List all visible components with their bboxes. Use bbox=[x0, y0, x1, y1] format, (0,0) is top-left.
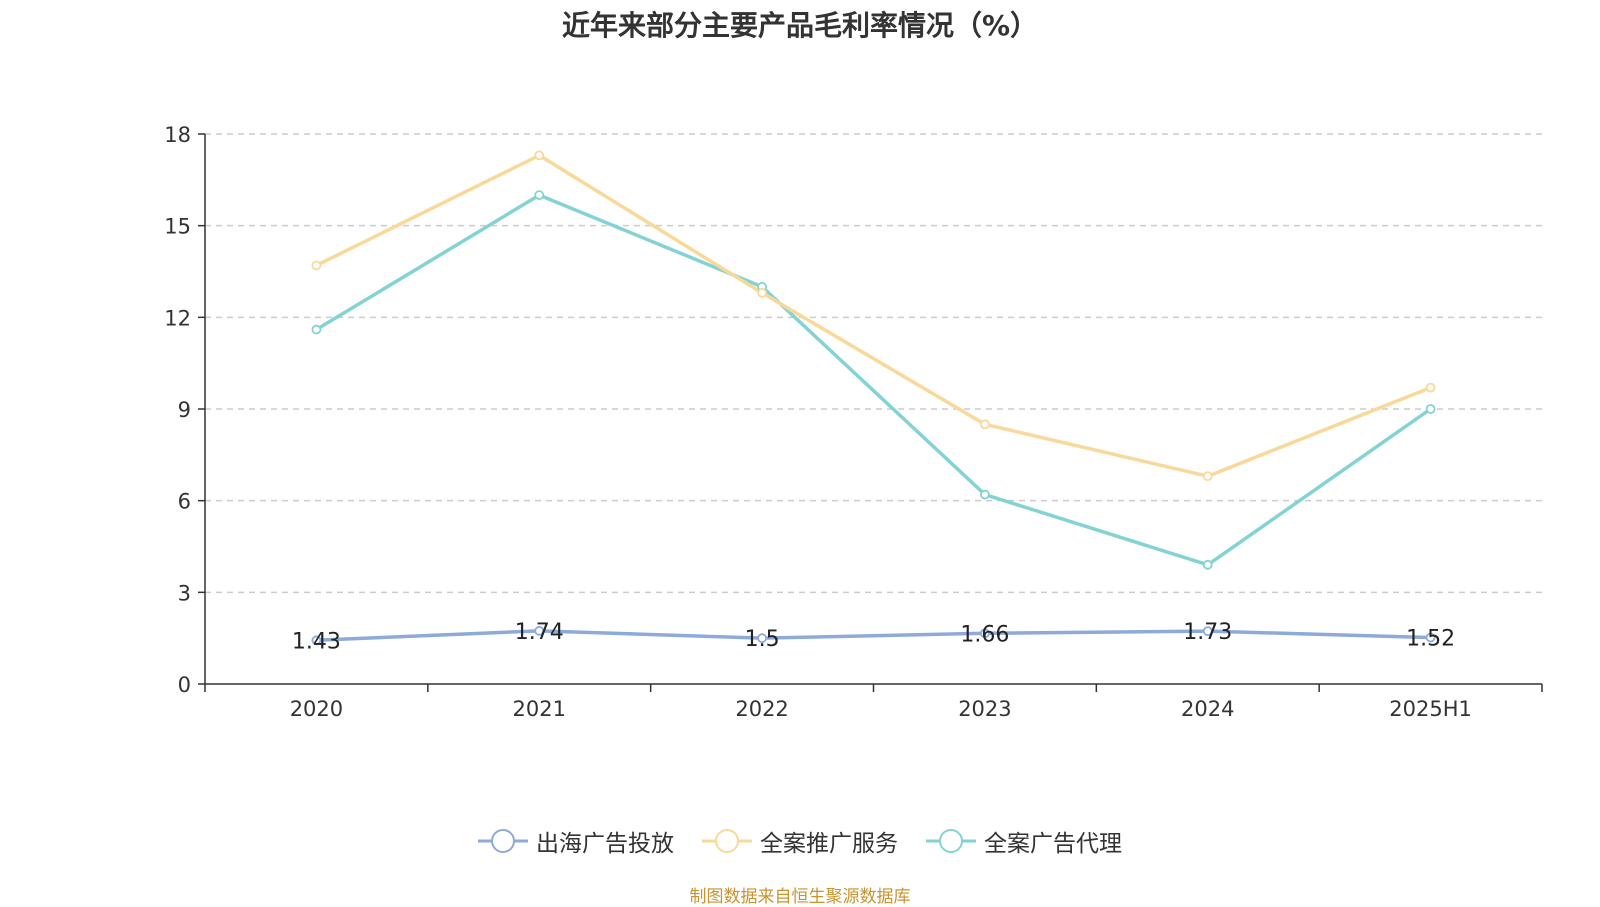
y-tick-label: 18 bbox=[164, 123, 191, 147]
series-line bbox=[315, 153, 1432, 478]
legend: 出海广告投放 全案推广服务 全案广告代理 bbox=[0, 824, 1600, 858]
data-point bbox=[980, 419, 990, 430]
data-point bbox=[1202, 471, 1213, 482]
data-point bbox=[534, 625, 545, 636]
data-point bbox=[757, 633, 767, 644]
data-label: 1.66 bbox=[960, 622, 1009, 647]
y-tick-label: 0 bbox=[178, 673, 191, 697]
data-point bbox=[1202, 626, 1213, 637]
data-point bbox=[1425, 404, 1436, 414]
x-tick-label: 2023 bbox=[958, 697, 1011, 721]
source-note: 制图数据来自恒生聚源数据库 bbox=[689, 887, 911, 907]
data-point bbox=[1202, 559, 1213, 570]
legend-swatch-marker bbox=[939, 829, 963, 853]
legend-swatch-icon bbox=[702, 829, 752, 853]
data-point bbox=[980, 628, 990, 639]
legend-label: 出海广告投放 bbox=[536, 831, 674, 857]
data-point bbox=[757, 287, 767, 298]
line-chart: 0 3 6 9 12 15 18 2020 2021 2022 2023 2024 2025H1 1.4… bbox=[164, 123, 1543, 721]
y-tick-label: 3 bbox=[178, 581, 191, 605]
series-line bbox=[316, 629, 1431, 643]
data-point bbox=[534, 190, 545, 201]
data-label: 1.73 bbox=[1183, 620, 1232, 645]
data-label: 1.52 bbox=[1406, 627, 1455, 652]
legend-swatch-marker bbox=[715, 829, 739, 853]
data-label: 1.43 bbox=[292, 629, 341, 654]
data-point bbox=[311, 324, 322, 335]
legend-label: 全案广告代理 bbox=[984, 831, 1122, 857]
chart-title: 近年来部分主要产品毛利率情况（%） bbox=[561, 9, 1039, 42]
x-tick-label: 2025H1 bbox=[1389, 697, 1472, 721]
series-lines bbox=[315, 153, 1432, 643]
data-labels: 1.43 1.74 1.5 1.66 1.73 1.52 bbox=[292, 620, 1455, 654]
data-point bbox=[1425, 632, 1436, 643]
data-point bbox=[311, 260, 322, 271]
x-tick-label: 2024 bbox=[1181, 697, 1234, 721]
x-tick-label: 2021 bbox=[513, 697, 566, 721]
legend-item[interactable]: 出海广告投放 bbox=[478, 824, 674, 858]
legend-item[interactable]: 全案推广服务 bbox=[702, 824, 898, 858]
data-point bbox=[980, 489, 990, 500]
legend-item[interactable]: 全案广告代理 bbox=[926, 824, 1122, 858]
y-tick-label: 12 bbox=[164, 306, 191, 330]
axes: 0 3 6 9 12 15 18 2020 2021 2022 2023 2024 2025H1 bbox=[164, 123, 1543, 721]
data-points bbox=[311, 150, 1436, 646]
legend-swatch-icon bbox=[926, 829, 976, 853]
legend-label: 全案推广服务 bbox=[760, 831, 898, 857]
y-tick-label: 15 bbox=[164, 215, 191, 239]
data-point bbox=[311, 635, 322, 646]
data-point bbox=[534, 150, 545, 161]
y-tick-label: 6 bbox=[178, 490, 191, 514]
data-point bbox=[1425, 382, 1436, 393]
x-tick-label: 2022 bbox=[735, 697, 788, 721]
grid-lines bbox=[205, 133, 1542, 594]
x-tick-label: 2020 bbox=[290, 697, 343, 721]
series-line bbox=[315, 193, 1432, 567]
legend-swatch-icon bbox=[478, 829, 528, 853]
data-label: 1.74 bbox=[515, 620, 564, 645]
y-tick-label: 9 bbox=[178, 398, 191, 422]
legend-swatch-marker bbox=[491, 829, 515, 853]
data-label: 1.5 bbox=[745, 627, 780, 652]
